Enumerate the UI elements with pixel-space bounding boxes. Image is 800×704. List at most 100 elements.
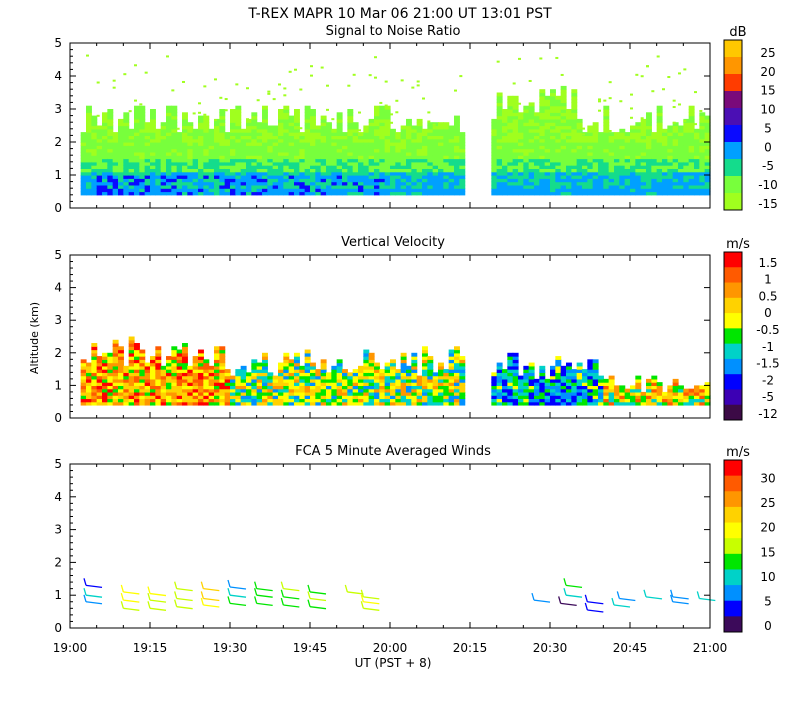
- velocity-cell: [214, 369, 220, 373]
- velocity-field: [80, 336, 711, 406]
- snr-cell: [352, 158, 359, 163]
- colorbar-swatch: [724, 91, 742, 109]
- velocity-cell: [102, 365, 108, 370]
- velocity-cell: [336, 382, 343, 386]
- snr-cell: [384, 115, 391, 120]
- snr-cell: [651, 181, 658, 186]
- snr-cell: [171, 118, 178, 123]
- velocity-cell: [155, 398, 162, 403]
- snr-cell: [144, 132, 151, 136]
- velocity-cell: [80, 359, 87, 364]
- velocity-cell: [155, 352, 162, 357]
- wind-barb: [203, 604, 220, 608]
- velocity-cell: [518, 378, 524, 383]
- snr-cell: [512, 135, 519, 140]
- velocity-cell: [256, 372, 263, 377]
- snr-cell: [219, 165, 226, 169]
- velocity-cell: [304, 401, 311, 406]
- wind-barb-flag: [120, 592, 124, 601]
- wind-barb: [229, 602, 247, 607]
- snr-cell: [214, 165, 220, 169]
- snr-cell: [491, 158, 498, 163]
- velocity-cell: [326, 375, 332, 380]
- snr-cell: [352, 128, 359, 133]
- snr-cell: [86, 142, 92, 146]
- velocity-cell: [251, 369, 258, 373]
- snr-cell: [251, 191, 258, 196]
- snr-cell: [326, 188, 332, 193]
- velocity-cell: [155, 391, 162, 396]
- snr-cell: [144, 175, 151, 179]
- snr-cell: [288, 115, 295, 120]
- velocity-cell: [374, 378, 380, 383]
- snr-cell: [539, 184, 546, 189]
- velocity-cell: [395, 369, 402, 373]
- snr-cell: [656, 105, 663, 110]
- velocity-cell: [347, 375, 354, 380]
- snr-cell: [198, 165, 204, 169]
- snr-cell: [550, 135, 556, 140]
- snr-cell: [646, 158, 652, 163]
- velocity-cell: [384, 388, 391, 393]
- velocity-cell: [294, 395, 300, 400]
- snr-speck: [630, 116, 633, 119]
- snr-cell: [550, 158, 556, 163]
- velocity-cell: [176, 398, 183, 403]
- snr-cell: [566, 115, 572, 120]
- velocity-cell: [448, 362, 455, 367]
- snr-cell: [139, 145, 146, 150]
- velocity-cell: [176, 388, 183, 393]
- velocity-cell: [331, 372, 338, 377]
- snr-cell: [315, 151, 322, 156]
- snr-cell: [192, 161, 199, 166]
- snr-cell: [688, 158, 695, 163]
- velocity-cell: [384, 372, 391, 377]
- snr-cell: [411, 135, 418, 140]
- snr-cell: [224, 165, 231, 169]
- snr-cell: [208, 158, 215, 163]
- velocity-cell: [699, 401, 706, 406]
- snr-cell: [379, 158, 386, 163]
- snr-cell: [192, 142, 199, 146]
- snr-speck: [528, 79, 532, 82]
- snr-cell: [363, 165, 370, 169]
- snr-cell: [619, 145, 626, 150]
- snr-cell: [512, 155, 519, 160]
- snr-cell: [326, 155, 332, 160]
- velocity-cell: [656, 401, 663, 406]
- snr-cell: [411, 132, 418, 136]
- snr-cell: [699, 161, 706, 166]
- velocity-cell: [523, 369, 530, 373]
- snr-cell: [646, 118, 652, 123]
- velocity-cell: [528, 362, 535, 367]
- snr-cell: [363, 132, 370, 136]
- snr-cell: [603, 184, 610, 189]
- snr-cell: [342, 168, 348, 173]
- snr-cell: [656, 109, 663, 113]
- velocity-cell: [123, 382, 130, 386]
- snr-cell: [155, 188, 162, 193]
- snr-cell: [603, 188, 610, 193]
- velocity-cell: [219, 401, 226, 406]
- snr-cell: [198, 135, 204, 140]
- velocity-cell: [560, 385, 567, 390]
- velocity-cell: [128, 359, 135, 364]
- velocity-cell: [379, 401, 386, 406]
- velocity-cell: [134, 395, 140, 400]
- wind-barb: [176, 597, 193, 602]
- velocity-cell: [262, 356, 268, 360]
- snr-cell: [646, 165, 652, 169]
- snr-cell: [614, 175, 620, 179]
- snr-cell: [560, 118, 567, 123]
- snr-cell: [128, 161, 135, 166]
- snr-cell: [667, 145, 674, 150]
- snr-cell: [598, 178, 604, 183]
- colorbar-swatch: [724, 358, 742, 375]
- snr-cell: [230, 112, 236, 117]
- snr-cell: [576, 155, 583, 160]
- velocity-cell: [395, 388, 402, 393]
- velocity-cell: [102, 398, 108, 403]
- velocity-cell: [358, 395, 364, 400]
- snr-cell: [635, 151, 642, 156]
- snr-cell: [694, 138, 700, 143]
